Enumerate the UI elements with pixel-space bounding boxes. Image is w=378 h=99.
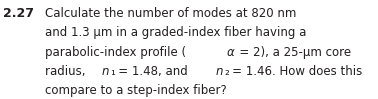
Text: = 2), a 25-μm core: = 2), a 25-μm core (237, 46, 351, 59)
Text: radius,: radius, (45, 65, 89, 78)
Text: n: n (215, 65, 223, 78)
Text: compare to a step-index fiber?: compare to a step-index fiber? (45, 84, 226, 97)
Text: and 1.3 μm in a graded-index fiber having a: and 1.3 μm in a graded-index fiber havin… (45, 26, 306, 39)
Text: 2.27: 2.27 (3, 7, 34, 20)
Text: Calculate the number of modes at 820 nm: Calculate the number of modes at 820 nm (45, 7, 296, 20)
Text: parabolic-index profile (: parabolic-index profile ( (45, 46, 186, 59)
Text: α: α (227, 46, 234, 59)
Text: ₁ = 1.48, and: ₁ = 1.48, and (112, 65, 192, 78)
Text: n: n (102, 65, 109, 78)
Text: ₂ = 1.46. How does this: ₂ = 1.46. How does this (225, 65, 362, 78)
